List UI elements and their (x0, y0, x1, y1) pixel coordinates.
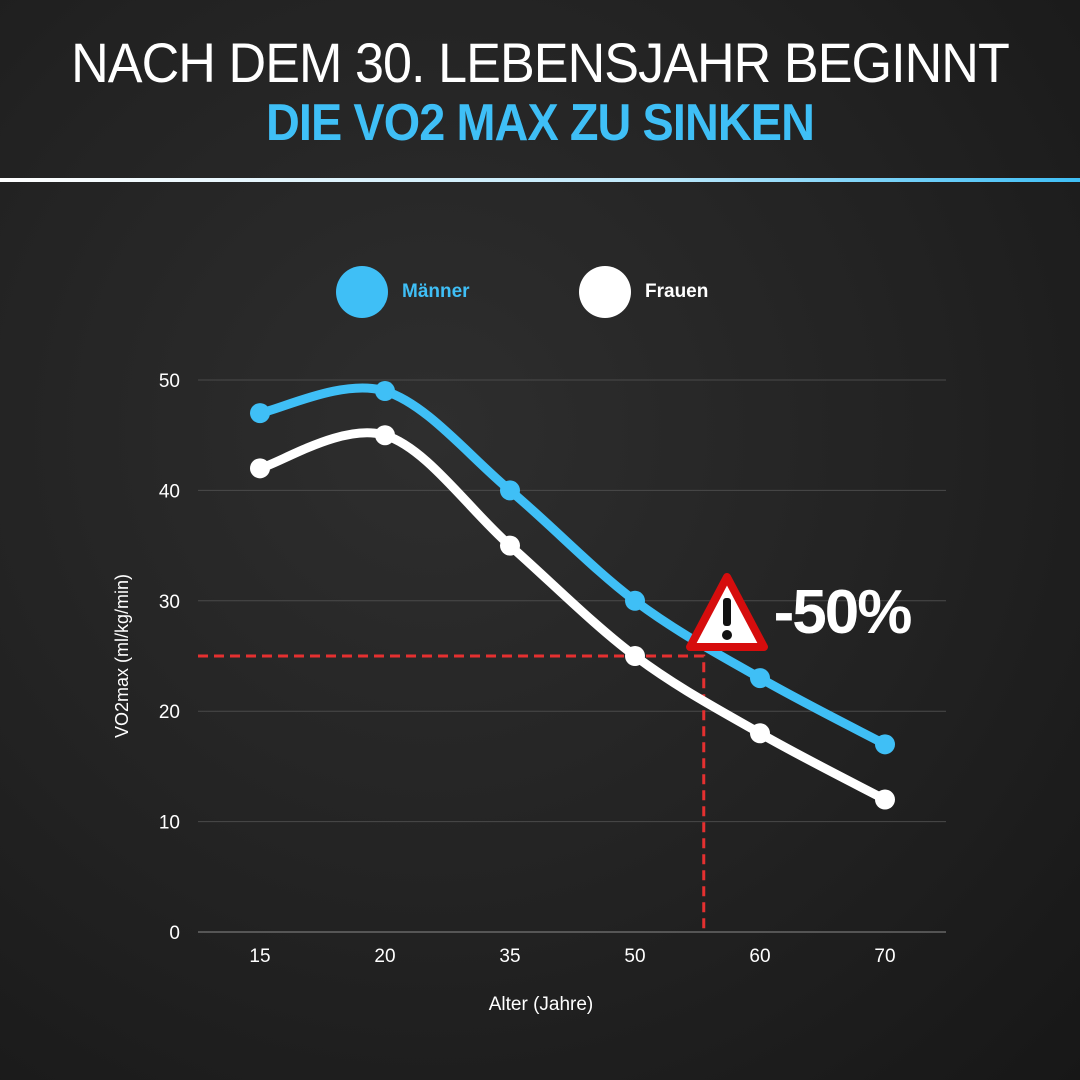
data-point (750, 723, 770, 744)
legend-item-maenner: Männer (336, 266, 470, 318)
y-axis-label: VO2max (ml/kg/min) (112, 574, 132, 738)
data-point (250, 403, 270, 424)
y-tick-label: 50 (159, 371, 180, 392)
data-point (250, 458, 270, 479)
legend-item-frauen: Frauen (579, 266, 708, 318)
data-point (500, 480, 520, 501)
legend-label: Frauen (645, 281, 709, 302)
x-tick-label: 15 (249, 946, 270, 967)
data-point (625, 646, 645, 666)
data-point (875, 734, 895, 755)
series-line-männer (255, 383, 890, 749)
legend-swatch-frauen (579, 266, 631, 318)
title-line-2: DIE VO2 MAX ZU SINKEN (266, 94, 815, 152)
x-tick-label: 50 (624, 946, 645, 967)
legend-label: Männer (402, 281, 470, 302)
divider (0, 178, 1080, 182)
y-tick-label: 0 (169, 923, 180, 944)
callout-text: -50% (774, 578, 912, 647)
x-tick-label: 70 (874, 946, 895, 967)
y-tick-label: 30 (159, 592, 180, 613)
y-tick-label: 20 (159, 702, 180, 723)
reference-dashed-line (198, 654, 706, 932)
data-point (375, 425, 395, 446)
x-axis-label: Alter (Jahre) (489, 994, 594, 1015)
x-tick-label: 20 (374, 946, 395, 967)
data-point (750, 668, 770, 689)
data-point (500, 535, 520, 556)
data-point (625, 590, 645, 611)
x-tick-label: 35 (499, 946, 520, 967)
y-tick-label: 10 (159, 813, 180, 834)
warning-triangle-icon (686, 573, 768, 651)
data-point (375, 381, 395, 402)
data-point (875, 789, 895, 810)
legend-swatch-maenner (336, 266, 388, 318)
title-line-1: NACH DEM 30. LEBENSJAHR BEGINNT (71, 31, 1010, 94)
y-tick-label: 40 (159, 481, 180, 502)
x-tick-label: 60 (749, 946, 770, 967)
